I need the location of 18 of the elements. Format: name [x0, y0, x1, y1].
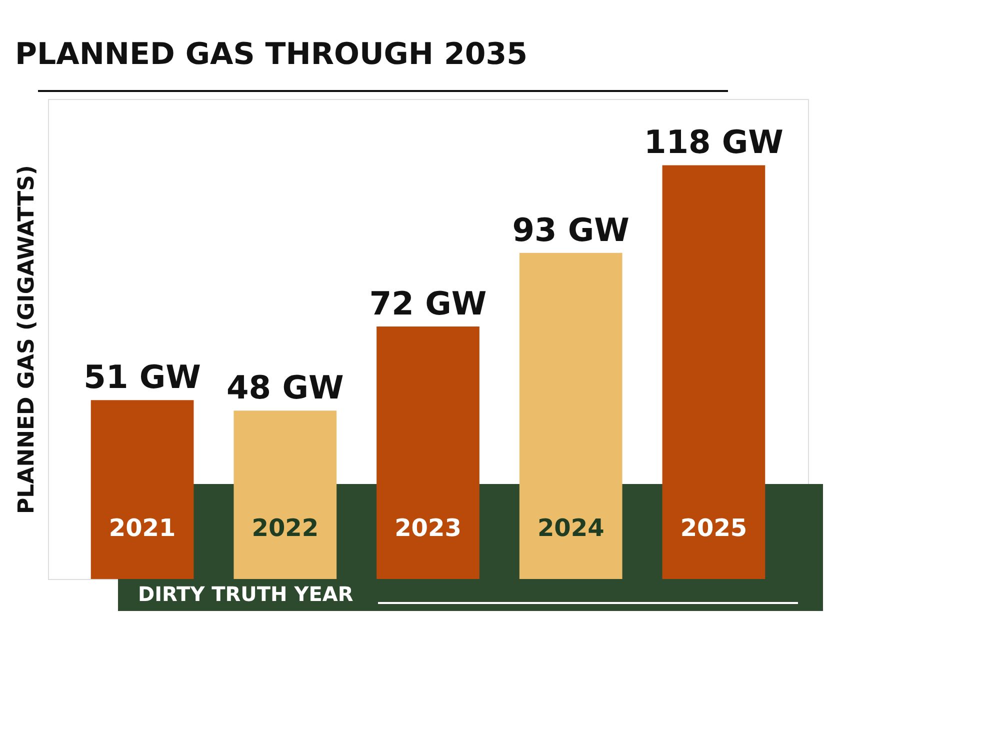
bar — [234, 410, 337, 579]
data-label: 51 GW — [84, 358, 201, 396]
data-label: 72 GW — [369, 284, 487, 323]
x-tick-label: 2024 — [537, 514, 604, 542]
x-axis-title: DIRTY TRUTH YEAR — [138, 582, 354, 606]
data-label: 48 GW — [226, 368, 344, 407]
bar — [90, 400, 194, 579]
bar — [662, 165, 766, 579]
data-label: 93 GW — [512, 210, 630, 249]
bar — [519, 252, 622, 579]
x-tick-label: 2025 — [680, 514, 748, 542]
x-tick-label: 2021 — [108, 514, 176, 542]
y-axis-title: PLANNED GAS (GIGAWATTS) — [14, 165, 40, 514]
x-tick-label: 2023 — [394, 514, 462, 542]
bar — [376, 326, 480, 579]
chart-title: PLANNED GAS THROUGH 2035 — [15, 37, 528, 72]
data-label: 118 GW — [644, 123, 784, 162]
x-tick-label: 2022 — [252, 514, 319, 542]
